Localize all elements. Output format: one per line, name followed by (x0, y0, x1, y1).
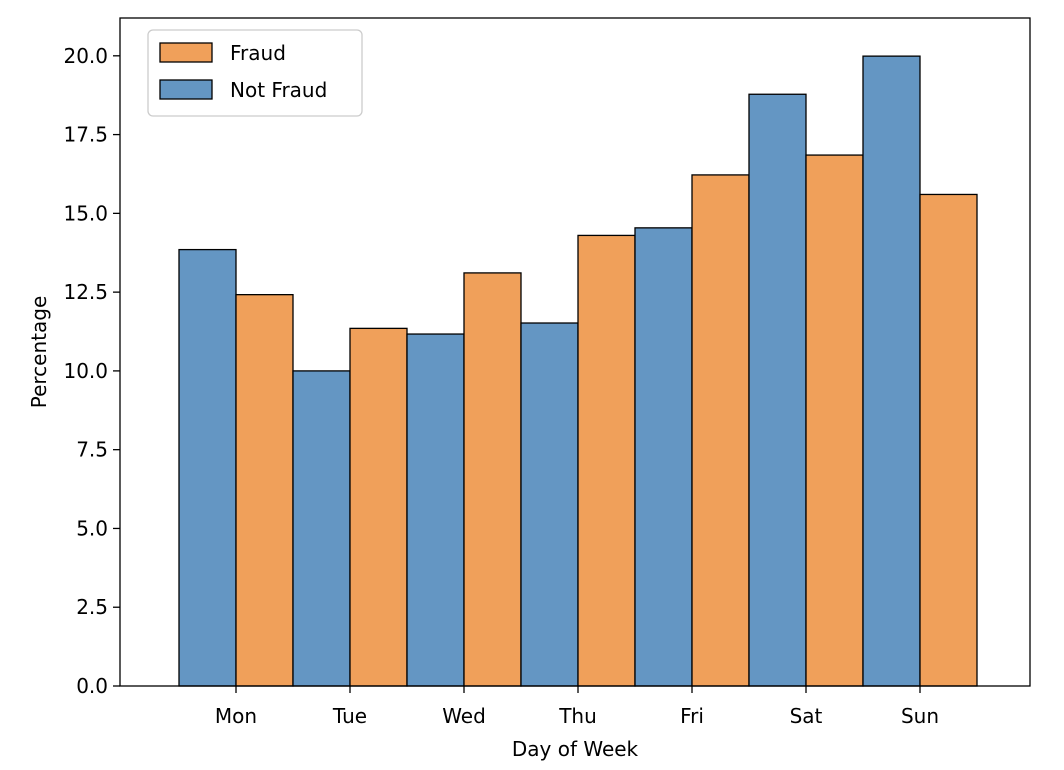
bar-fraud-sun (919, 193, 978, 687)
y-axis-label: Percentage (27, 296, 51, 409)
bar-fraud-mon (235, 294, 294, 687)
legend-swatch-fraud (159, 42, 213, 63)
bar-not-fraud-sat (748, 93, 807, 687)
legend-swatch-not-fraud (159, 79, 213, 100)
y-tick-label: 17.5 (63, 123, 108, 147)
x-tick-label: Sat (790, 704, 823, 728)
bar-fraud-wed (463, 272, 522, 687)
x-tick-label: Wed (442, 704, 486, 728)
x-tick-label: Tue (332, 704, 367, 728)
bar-not-fraud-tue (292, 370, 351, 687)
bar-fraud-tue (349, 327, 408, 687)
y-tick-label: 10.0 (63, 359, 108, 383)
y-tick-label: 7.5 (76, 438, 108, 462)
bar-fraud-sat (805, 154, 864, 687)
y-tick-label: 12.5 (63, 280, 108, 304)
legend-label-fraud: Fraud (230, 41, 286, 65)
bar-not-fraud-sun (862, 55, 921, 687)
x-axis: Mon Tue Wed Thu Fri Sat Sun (215, 686, 939, 728)
bars-group (178, 55, 978, 687)
bar-not-fraud-wed (406, 333, 465, 687)
x-tick-label: Thu (558, 704, 597, 728)
y-tick-label: 15.0 (63, 201, 108, 225)
y-tick-label: 0.0 (76, 674, 108, 698)
bar-not-fraud-fri (634, 227, 693, 687)
y-tick-label: 2.5 (76, 595, 108, 619)
bar-not-fraud-thu (520, 322, 579, 687)
y-tick-label: 5.0 (76, 516, 108, 540)
x-tick-label: Sun (901, 704, 939, 728)
bar-fraud-thu (577, 234, 636, 687)
x-tick-label: Mon (215, 704, 257, 728)
x-axis-label: Day of Week (512, 737, 639, 761)
bar-not-fraud-mon (178, 248, 237, 687)
y-tick-label: 20.0 (63, 44, 108, 68)
legend: Fraud Not Fraud (147, 29, 363, 117)
plot-frame (119, 17, 1031, 687)
y-axis: 0.0 2.5 5.0 7.5 10.0 12.5 15.0 17.5 20.0 (63, 44, 120, 698)
legend-label-not-fraud: Not Fraud (230, 78, 327, 102)
x-tick-label: Fri (680, 704, 704, 728)
bar-fraud-fri (691, 174, 750, 687)
